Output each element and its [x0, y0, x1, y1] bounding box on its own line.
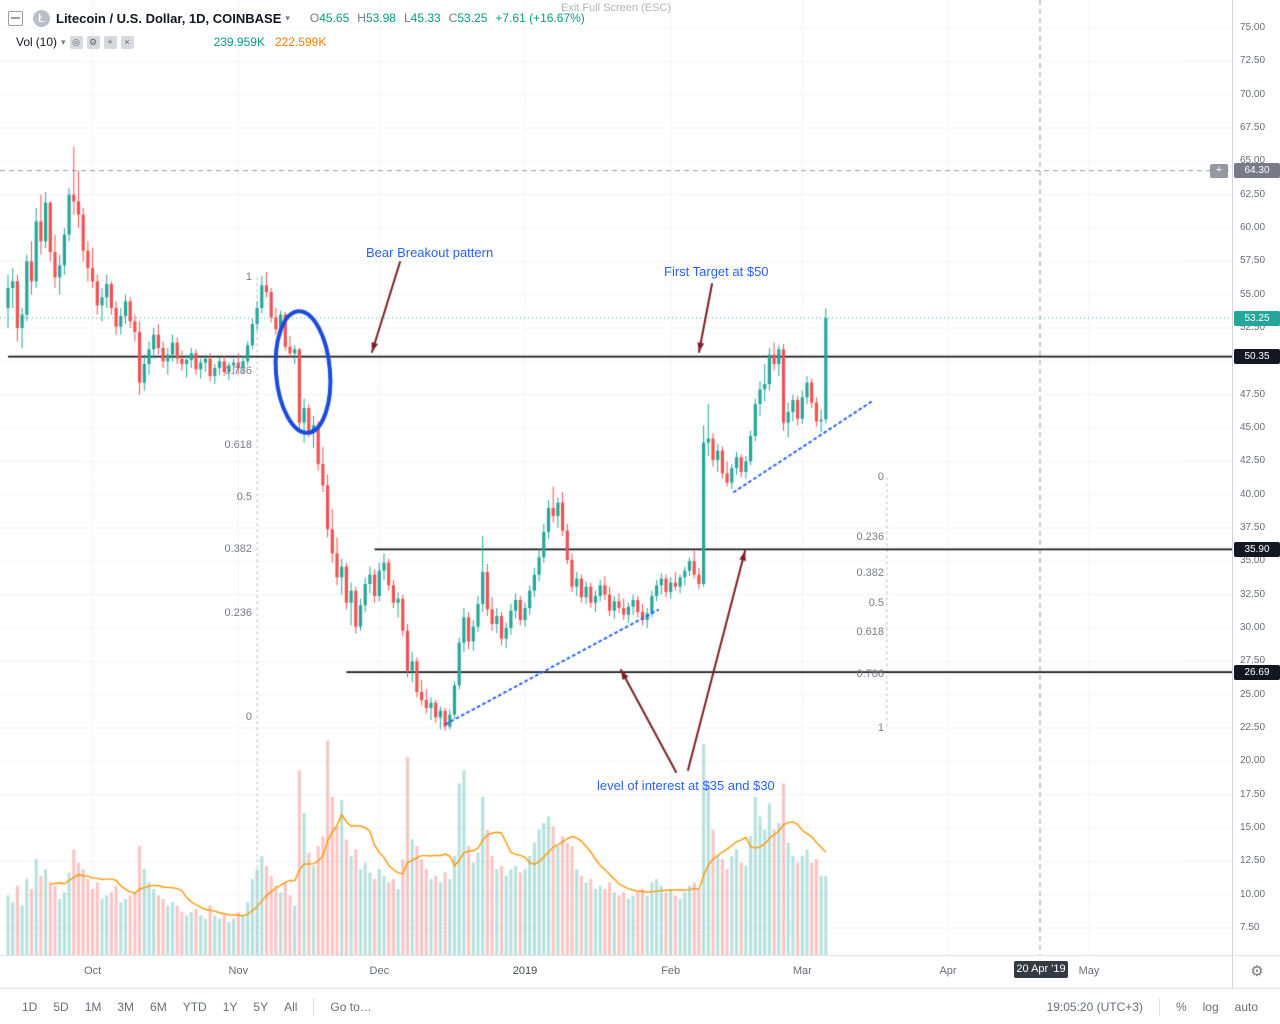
range-button-All[interactable]: All — [284, 999, 298, 1014]
price-tick: 20.00 — [1240, 755, 1266, 767]
price-tick: 27.50 — [1240, 655, 1266, 667]
high-value: 53.98 — [365, 11, 396, 25]
price-label-badge: 26.69 — [1234, 664, 1280, 680]
goto-button[interactable]: Go to… — [330, 999, 372, 1014]
change-value: +7.61 (+16.67%) — [495, 11, 585, 25]
price-tick: 42.50 — [1240, 455, 1266, 467]
annotation-bear-breakout[interactable]: Bear Breakout pattern — [366, 245, 494, 260]
range-button-1Y[interactable]: 1Y — [222, 999, 238, 1014]
time-tick: Dec — [369, 965, 390, 977]
gear-icon[interactable]: ⚙ — [86, 35, 100, 49]
price-tick: 7.50 — [1240, 922, 1260, 933]
close-icon[interactable]: × — [120, 35, 134, 49]
timescale-corner: ⚙ — [1232, 955, 1280, 989]
range-button-5D[interactable]: 5D — [53, 999, 69, 1014]
price-chart-canvas[interactable] — [0, 0, 1232, 955]
volume-value: 239.959K — [213, 35, 265, 49]
annotation-level-of-interest[interactable]: level of interest at $35 and $30 — [597, 778, 775, 793]
low-value: 45.33 — [410, 11, 441, 25]
price-tick: 62.50 — [1240, 188, 1266, 200]
price-tick: 57.50 — [1240, 255, 1266, 267]
time-tick: Apr — [939, 965, 957, 977]
price-tick: 55.00 — [1240, 288, 1266, 300]
price-tick: 45.00 — [1240, 422, 1266, 433]
price-tick: 65.00 — [1240, 155, 1266, 167]
price-tick: 17.50 — [1240, 788, 1266, 800]
high-label: H — [357, 11, 366, 25]
divider — [313, 997, 315, 1016]
range-buttons: 1D 5D 1M 3M 6M YTD 1Y 5Y All — [14, 997, 305, 1017]
time-tick: 2019 — [512, 965, 538, 977]
range-button-6M[interactable]: 6M — [150, 999, 167, 1014]
price-tick: 70.00 — [1240, 88, 1266, 100]
annotation-first-target[interactable]: First Target at $50 — [664, 264, 769, 279]
add-alert-button[interactable]: + — [1210, 163, 1228, 178]
chevron-down-icon[interactable]: ▾ — [285, 12, 290, 23]
price-label-badge: 35.90 — [1234, 541, 1280, 557]
gear-icon[interactable]: ⚙ — [1250, 963, 1264, 980]
indicator-name[interactable]: Vol — [16, 35, 33, 49]
price-tick: 40.00 — [1240, 488, 1266, 500]
eye-icon[interactable]: ◎ — [69, 35, 83, 49]
price-tick: 15.00 — [1240, 822, 1266, 833]
low-label: L — [403, 11, 411, 25]
percent-scale-button[interactable]: % — [1175, 999, 1187, 1014]
price-tick: 52.50 — [1240, 322, 1266, 333]
time-tick: Nov — [228, 965, 249, 977]
auto-scale-button[interactable]: auto — [1234, 999, 1258, 1014]
litecoin-logo-icon: Ł — [33, 9, 50, 27]
plus-icon[interactable]: + — [103, 35, 117, 49]
time-axis[interactable]: 20 Apr '19 Oct Nov Dec 2019 Feb Mar Apr May — [0, 955, 1232, 989]
price-axis[interactable]: 75.00 72.50 70.00 67.50 65.00 62.50 60.00 57.50… — [1232, 0, 1280, 988]
ohlc-readout: O45.65 H53.98 L45.33 C53.25 +7.61 (+16.67%) — [310, 11, 585, 25]
range-button-YTD[interactable]: YTD — [182, 999, 207, 1014]
price-tick: 30.00 — [1240, 622, 1266, 633]
panel-icon[interactable] — [8, 10, 23, 26]
range-button-1M[interactable]: 1M — [84, 999, 102, 1014]
open-value: 45.65 — [319, 11, 350, 25]
price-tick: 10.00 — [1240, 888, 1266, 900]
open-label: O — [309, 11, 320, 25]
price-tick: 35.00 — [1240, 555, 1266, 567]
time-tick: Feb — [661, 965, 681, 977]
legend: Ł Litecoin / U.S. Dollar, 1D, COINBASE ▾… — [8, 8, 585, 52]
log-scale-button[interactable]: log — [1202, 999, 1219, 1014]
price-tick: 32.50 — [1240, 588, 1266, 600]
time-tick: May — [1078, 965, 1100, 977]
price-tick: 22.50 — [1240, 722, 1266, 733]
range-button-3M[interactable]: 3M — [117, 999, 135, 1014]
close-label: C — [448, 11, 458, 25]
price-label-badge: 50.35 — [1234, 349, 1280, 365]
time-tick: Mar — [792, 965, 812, 977]
price-tick: 72.50 — [1240, 55, 1266, 67]
exit-fullscreen-hint: Exit Full Screen (ESC) — [560, 2, 672, 14]
price-tick: 37.50 — [1240, 522, 1266, 533]
indicator-param: (10) — [35, 35, 58, 49]
range-button-1D[interactable]: 1D — [22, 999, 38, 1014]
price-label-badge: 64.30 — [1234, 163, 1280, 179]
crosshair-date-badge: 20 Apr '19 — [1014, 961, 1068, 978]
price-tick: 75.00 — [1240, 22, 1266, 33]
volume-ma-value: 222.599K — [274, 35, 327, 49]
price-tick: 67.50 — [1240, 122, 1266, 133]
range-button-5Y[interactable]: 5Y — [253, 999, 269, 1014]
time-tick: Oct — [84, 965, 102, 977]
price-tick: 60.00 — [1240, 222, 1266, 233]
close-value: 53.25 — [457, 11, 488, 25]
bottom-toolbar: 1D 5D 1M 3M 6M YTD 1Y 5Y All Go to… 19:05:20 (UT… — [0, 988, 1280, 1024]
price-label-badge: 53.25 — [1234, 310, 1280, 326]
price-tick: 25.00 — [1240, 688, 1266, 700]
price-tick: 12.50 — [1240, 855, 1266, 867]
price-tick: 47.50 — [1240, 388, 1266, 400]
symbol-title[interactable]: Litecoin / U.S. Dollar, 1D, COINBASE — [56, 10, 282, 26]
divider — [1158, 997, 1160, 1016]
clock[interactable]: 19:05:20 (UTC+3) — [1046, 999, 1143, 1014]
chevron-down-icon[interactable]: ▾ — [61, 36, 66, 47]
